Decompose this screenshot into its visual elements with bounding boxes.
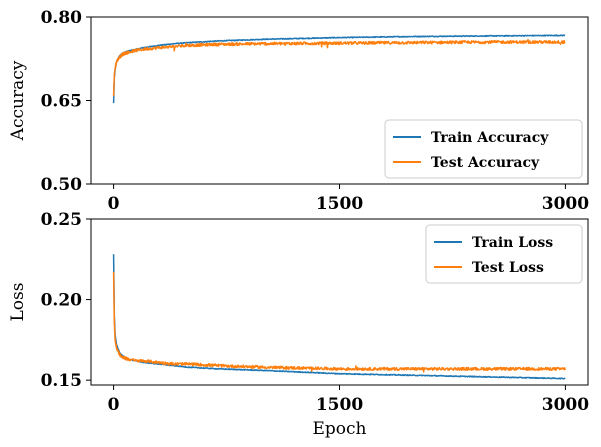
legend-label: Test Loss [472,260,544,276]
chart-panel-1: 0 1500 3000 0.50 0.65 0.80 Accuracy Train Accur… [8,8,589,214]
legend-label: Test Accuracy [431,155,540,171]
x-tick-label: 3000 [542,194,589,214]
x-tick-label: 1500 [316,395,363,415]
x-tick-label: 0 [108,395,120,415]
legend-label: Train Loss [472,235,553,251]
chart-panel-2: 0 1500 3000 0.15 0.20 0.25 Loss Epoch Train Loss… [8,210,589,439]
series-line-test-loss [112,271,566,373]
x-axis-label: Epoch [313,419,367,439]
y-tick-label: 0.25 [41,210,82,230]
x-tick-label: 1500 [316,194,363,214]
legend-box [425,224,583,284]
legend-label: Train Accuracy [431,130,549,146]
legend: Train Accuracy Test Accuracy [384,119,583,179]
y-tick-label: 0.15 [41,371,82,391]
x-tick-label: 0 [108,194,120,214]
y-axis-label: Accuracy [8,60,28,141]
legend: Train Loss Test Loss [425,224,583,284]
y-tick-label: 0.80 [41,8,83,28]
series-line-test-accuracy [112,38,566,97]
legend-box [384,119,583,179]
x-tick-label: 3000 [542,395,589,415]
y-tick-label: 0.65 [41,92,82,112]
y-tick-label: 0.50 [41,175,83,195]
series-line-train-accuracy [112,34,566,104]
y-tick-label: 0.20 [41,291,83,311]
y-axis-label: Loss [8,283,28,322]
